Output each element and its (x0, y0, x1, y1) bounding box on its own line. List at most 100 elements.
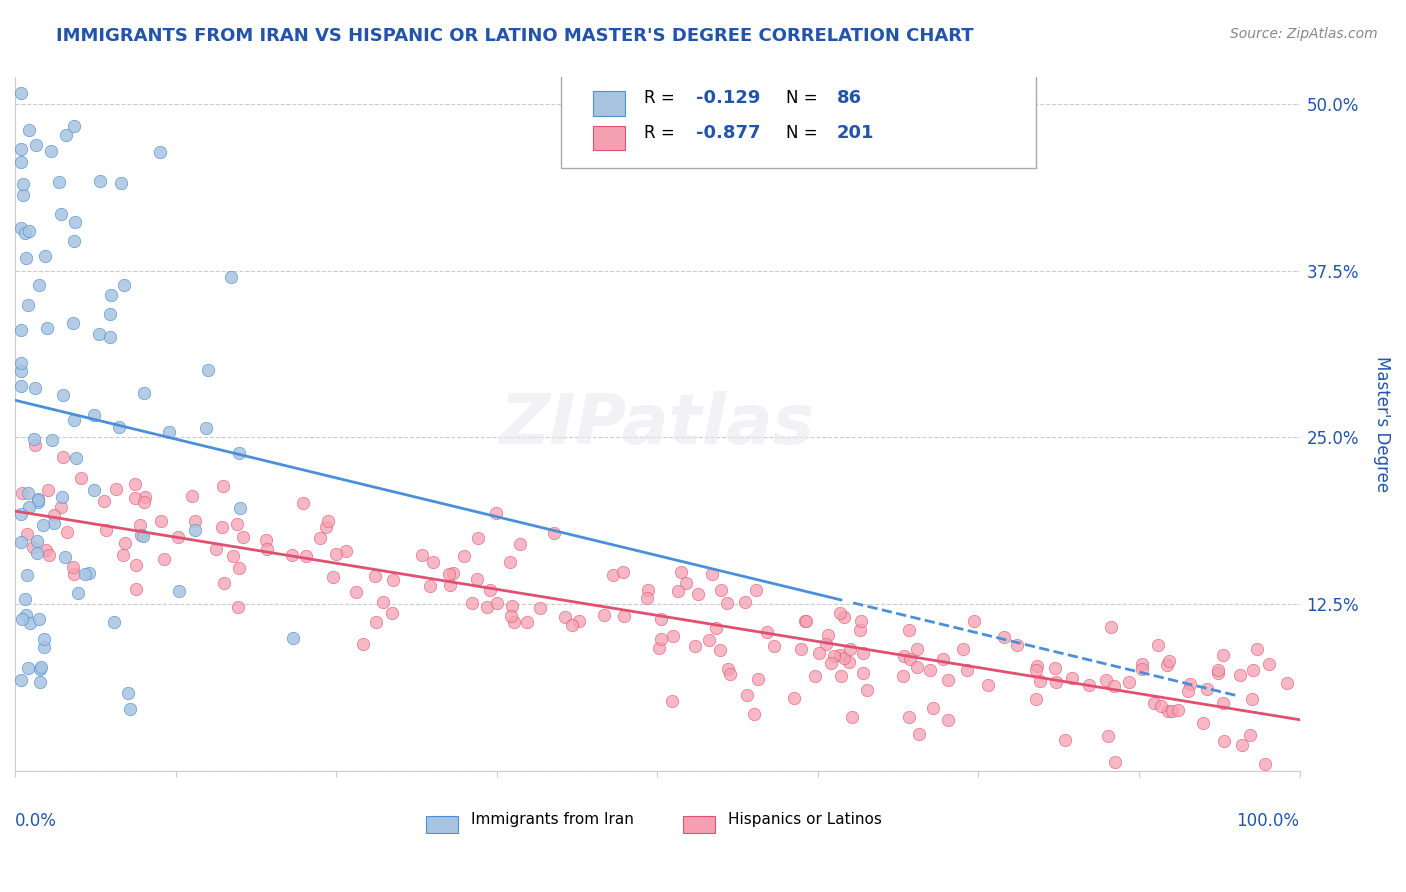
Point (124, 477, 146, 491)
Point (62, 120, 84, 134)
Point (89, 174, 111, 188)
Point (93, 493, 115, 508)
Point (1230, 738, 1253, 752)
Point (14, 591, 37, 606)
Point (381, 606, 404, 620)
Text: Immigrants from Iran: Immigrants from Iran (471, 812, 634, 827)
Point (27, 492, 49, 507)
Point (828, 648, 851, 662)
Point (602, 568, 624, 582)
Point (15, 527, 38, 541)
Point (485, 506, 508, 520)
Point (817, 628, 839, 642)
Point (1045, 675, 1067, 690)
FancyBboxPatch shape (683, 815, 716, 833)
Text: Source: ZipAtlas.com: Source: ZipAtlas.com (1230, 27, 1378, 41)
Point (103, 615, 125, 629)
Point (838, 655, 860, 669)
Point (1118, 674, 1140, 689)
Y-axis label: Master's Degree: Master's Degree (1374, 356, 1391, 492)
Point (1177, 683, 1199, 698)
Point (371, 595, 394, 609)
Point (1143, 696, 1166, 710)
Point (1043, 661, 1066, 675)
Point (709, 643, 731, 657)
Point (661, 694, 683, 708)
Point (318, 514, 340, 528)
Point (648, 640, 671, 655)
Text: N =: N = (786, 124, 823, 142)
Point (592, 608, 614, 623)
Point (529, 601, 551, 615)
Point (51, 207, 73, 221)
Point (1206, 665, 1229, 680)
Point (10, 612, 32, 626)
Point (699, 632, 721, 647)
Point (112, 548, 135, 562)
Point (807, 646, 830, 660)
Point (936, 713, 959, 727)
Point (1060, 671, 1083, 685)
Point (18, 500, 41, 514)
Point (898, 652, 921, 666)
Point (441, 566, 464, 581)
Point (335, 543, 357, 558)
Point (197, 363, 219, 377)
Point (62, 316, 84, 330)
Point (908, 727, 931, 741)
Point (422, 555, 444, 569)
Point (735, 688, 758, 702)
Point (411, 548, 433, 562)
Point (1104, 755, 1126, 769)
Point (1160, 704, 1182, 718)
Point (1167, 703, 1189, 717)
Point (51, 500, 73, 514)
Point (509, 536, 531, 550)
Point (83, 408, 105, 422)
Point (963, 615, 986, 629)
Point (13, 187, 35, 202)
Point (905, 660, 928, 674)
FancyBboxPatch shape (593, 126, 626, 150)
Point (893, 648, 915, 663)
Point (10, 155, 32, 169)
Point (686, 587, 709, 601)
Point (124, 491, 146, 505)
Point (1180, 677, 1202, 691)
Text: -0.129: -0.129 (696, 89, 761, 107)
Point (477, 599, 499, 614)
Point (756, 624, 779, 639)
Point (27, 495, 49, 509)
Point (15, 567, 38, 582)
Point (52, 450, 75, 464)
Point (832, 650, 855, 665)
Point (439, 577, 461, 591)
Point (419, 579, 441, 593)
Point (322, 570, 344, 584)
Point (24, 381, 46, 395)
Point (34, 640, 56, 654)
Point (30, 662, 52, 676)
Point (1102, 680, 1125, 694)
Point (18, 224, 41, 238)
Point (685, 639, 707, 653)
Text: 100.0%: 100.0% (1236, 813, 1299, 830)
Point (62, 413, 84, 427)
Point (254, 533, 277, 547)
Point (718, 666, 741, 681)
Point (117, 686, 139, 700)
Point (41, 433, 63, 447)
Point (717, 662, 740, 676)
Point (167, 583, 190, 598)
Point (63, 235, 86, 249)
Point (612, 565, 634, 579)
Point (1025, 692, 1047, 706)
Point (226, 600, 249, 615)
Point (34, 249, 56, 263)
Point (666, 584, 689, 599)
Point (167, 530, 190, 544)
Point (10, 323, 32, 337)
Point (22, 541, 45, 555)
Point (62, 560, 84, 574)
Point (794, 614, 817, 628)
